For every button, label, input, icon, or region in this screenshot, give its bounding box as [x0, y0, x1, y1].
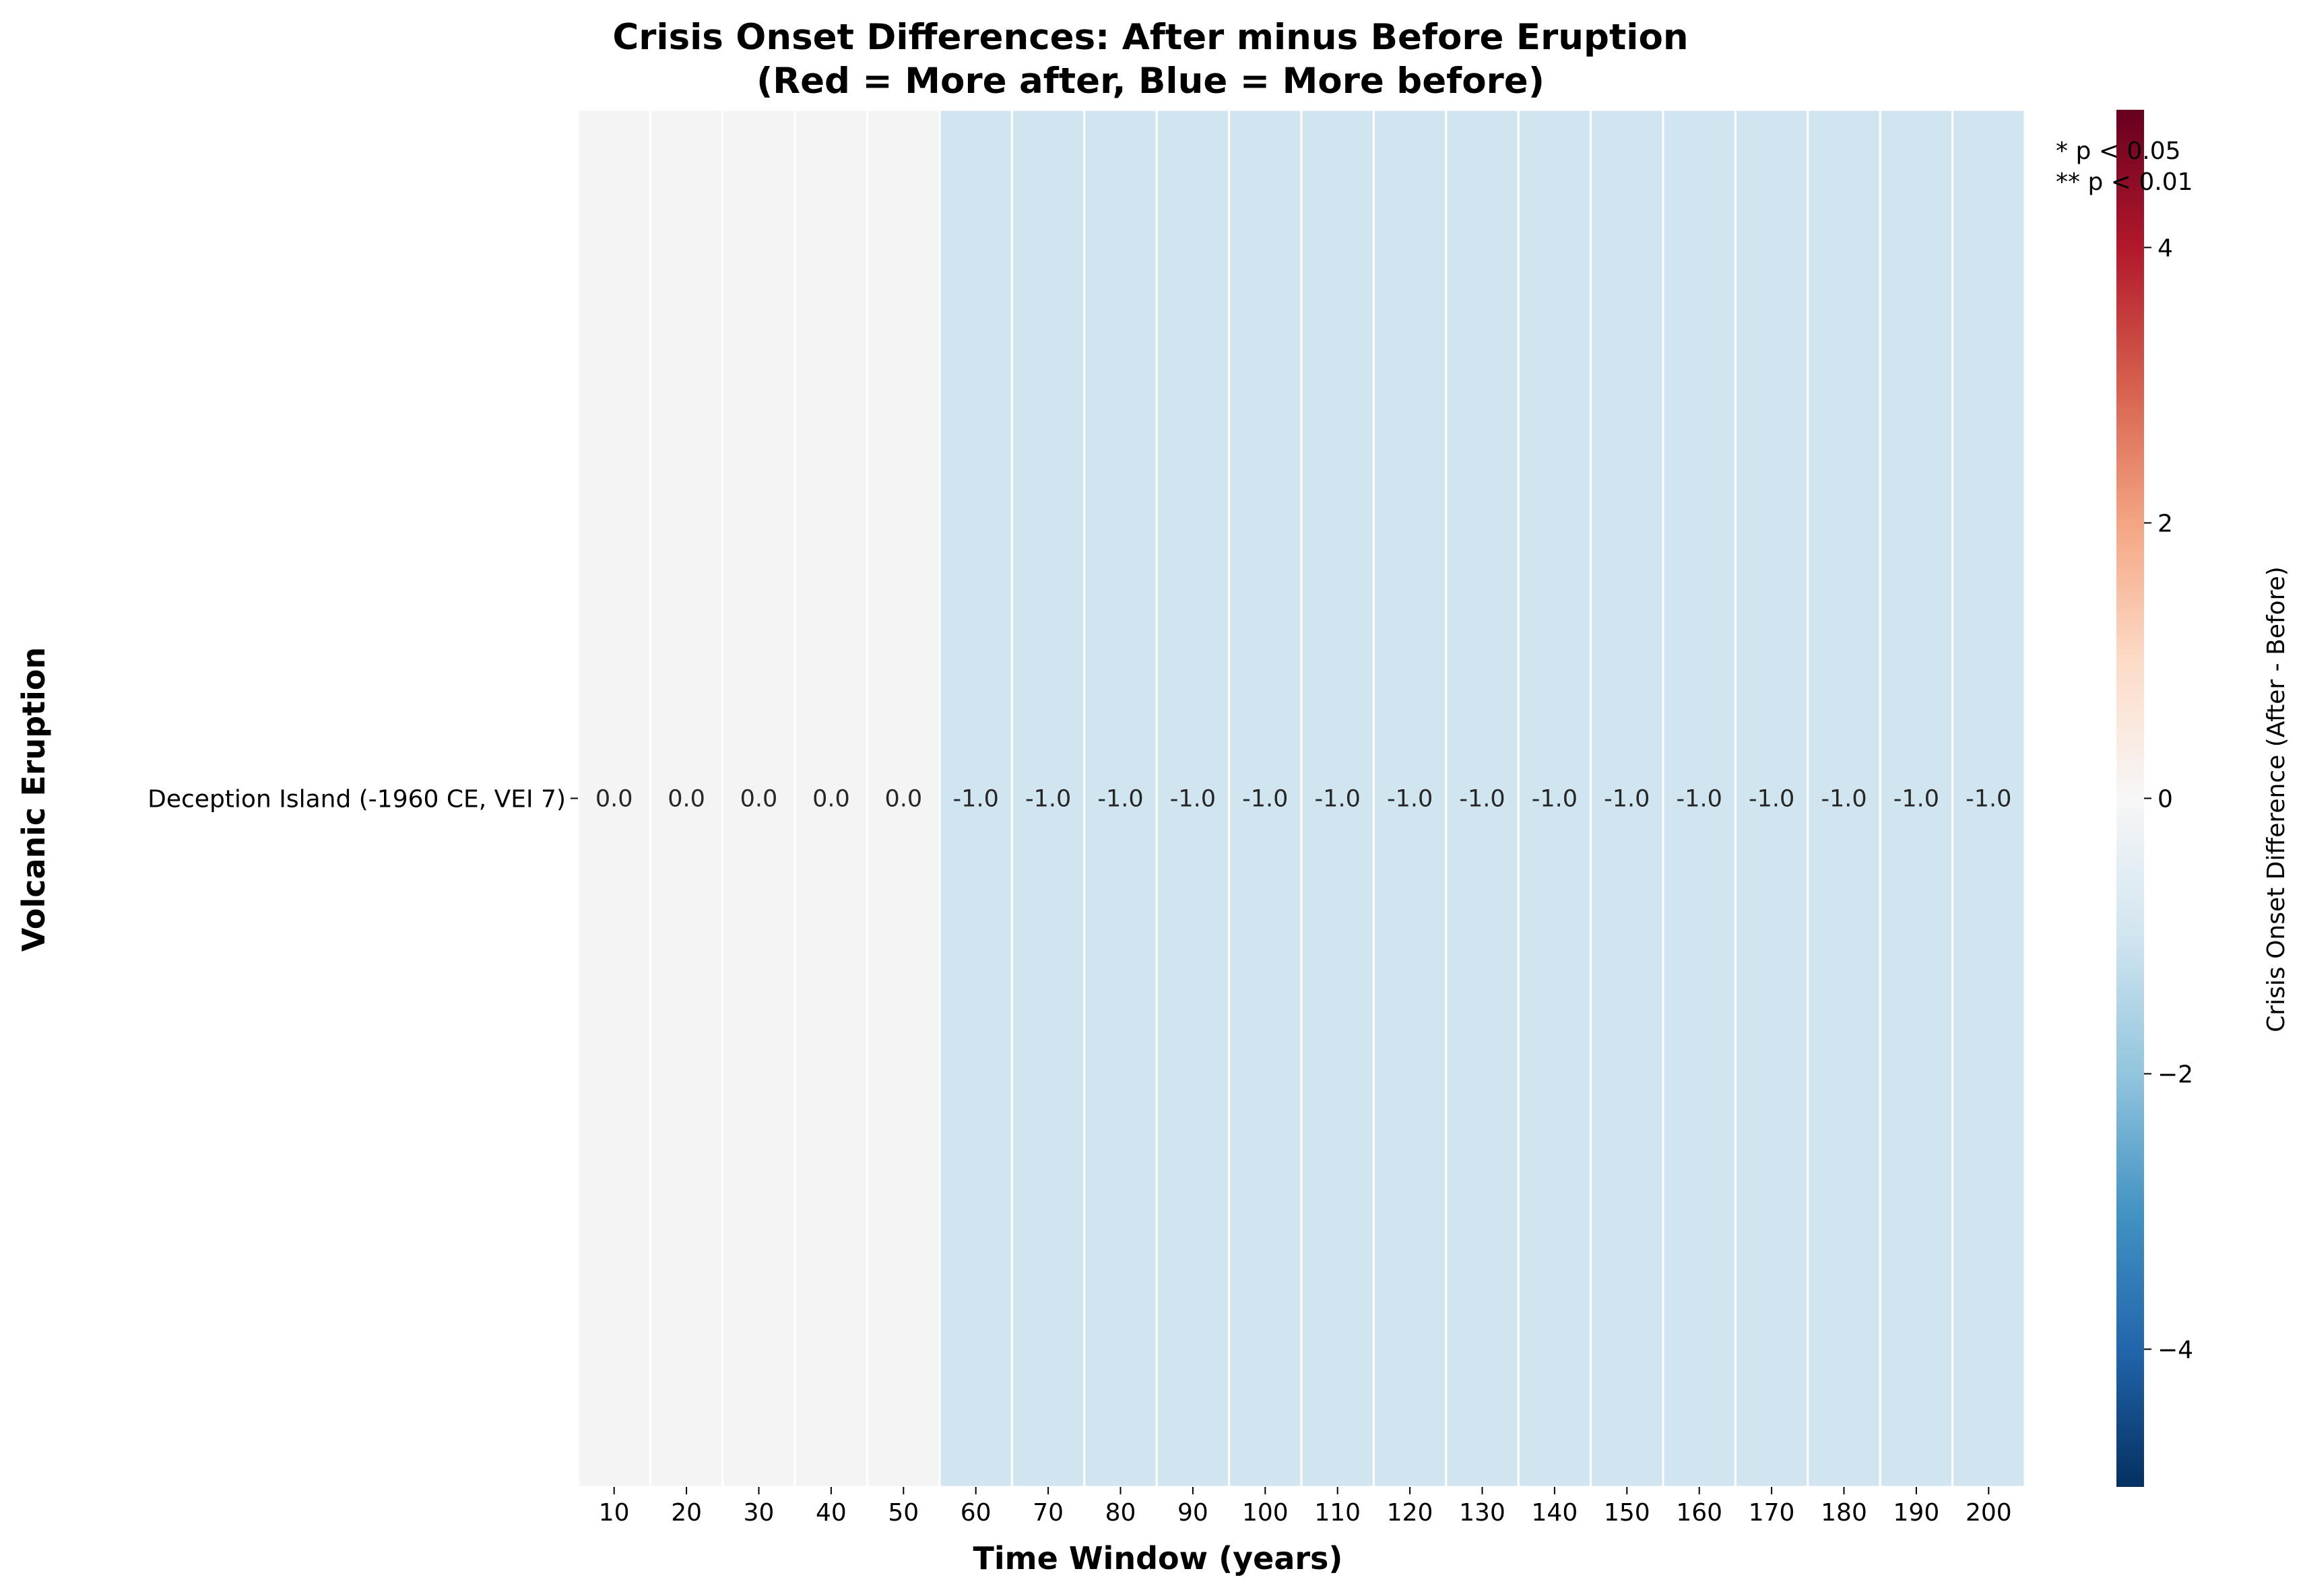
x-tick-label: 40 — [816, 1499, 847, 1527]
chart-title-line-1: Crisis Onset Differences: After minus Be… — [612, 17, 1688, 58]
heatmap-cell — [1372, 108, 1448, 1488]
x-axis-label: Time Window (years) — [973, 1540, 1343, 1576]
x-tick-label: 190 — [1893, 1499, 1940, 1527]
heatmap-cell — [577, 108, 651, 1488]
cell-value-label: -1.0 — [1532, 786, 1578, 813]
y-axis-ticks: Deception Island (-1960 CE, VEI 7) — [148, 786, 578, 813]
x-tick-label: 20 — [671, 1499, 702, 1527]
heatmap-cells — [577, 108, 2026, 1488]
cell-value-label: -1.0 — [1966, 786, 2011, 813]
heatmap-cell — [1083, 108, 1158, 1488]
x-tick-label: 160 — [1676, 1499, 1722, 1527]
x-tick-label: 70 — [1033, 1499, 1064, 1527]
heatmap-cell — [1951, 108, 2026, 1488]
cell-value-label: -1.0 — [953, 786, 999, 813]
heatmap-cell-labels: 0.0 0.0 0.0 0.0 0.0 -1.0 -1.0 -1.0 -1.0 -1.0 -1.0-… — [595, 786, 2012, 813]
colorbar-label: Crisis Onset Difference (After - Before) — [2263, 566, 2290, 1032]
x-tick-label: 130 — [1459, 1499, 1505, 1527]
x-tick-label: 50 — [888, 1499, 919, 1527]
colorbar-tick-label: −4 — [2158, 1337, 2193, 1364]
x-tick-label: 80 — [1105, 1499, 1136, 1527]
cell-value-label: -1.0 — [1242, 786, 1288, 813]
cell-value-label: -1.0 — [1025, 786, 1071, 813]
heatmap-cell — [1662, 108, 1737, 1488]
cell-value-label: -1.0 — [1821, 786, 1867, 813]
x-tick-label: 60 — [961, 1499, 992, 1527]
cell-value-label: -1.0 — [1387, 786, 1433, 813]
heatmap-cell — [1734, 108, 1809, 1488]
cell-value-label: -1.0 — [1749, 786, 1794, 813]
y-tick-label: Deception Island (-1960 CE, VEI 7) — [148, 786, 566, 813]
x-tick-label: 30 — [744, 1499, 775, 1527]
significance-note-1: * p < 0.05 — [2056, 137, 2181, 165]
x-tick-label: 10 — [599, 1499, 630, 1527]
cell-value-label: -1.0 — [1893, 786, 1939, 813]
heatmap-cell — [1807, 108, 1881, 1488]
y-axis-label: Volcanic Eruption — [15, 647, 52, 952]
heatmap-cell — [938, 108, 1013, 1488]
cell-value-label: -1.0 — [1604, 786, 1650, 813]
cell-value-label: -1.0 — [1677, 786, 1722, 813]
x-axis-ticks: 10 20 30 40 50 60 70 80 90 100 110 120 130 140 150 160 1… — [599, 1487, 2012, 1527]
x-tick-label: 90 — [1177, 1499, 1208, 1527]
colorbar-tick-label: 2 — [2158, 510, 2173, 538]
heatmap-cell — [649, 108, 724, 1488]
x-tick-label: 150 — [1604, 1499, 1650, 1527]
colorbar — [2116, 110, 2144, 1487]
heatmap-cell — [721, 108, 796, 1488]
cell-value-label: 0.0 — [595, 786, 633, 813]
colorbar-tick-label: −2 — [2158, 1061, 2193, 1089]
colorbar-tick-label: 0 — [2158, 786, 2173, 813]
x-tick-label: 120 — [1387, 1499, 1433, 1527]
heatmap-cell — [1517, 108, 1592, 1488]
x-tick-label: 100 — [1242, 1499, 1289, 1527]
heatmap-cell — [1879, 108, 1954, 1488]
significance-note-2: ** p < 0.01 — [2056, 168, 2193, 196]
cell-value-label: 0.0 — [668, 786, 705, 813]
heatmap-cell — [793, 108, 869, 1488]
chart-title-line-2: (Red = More after, Blue = More before) — [756, 61, 1545, 102]
colorbar-tick-label: 4 — [2158, 235, 2173, 263]
cell-value-label: 0.0 — [740, 786, 778, 813]
x-tick-label: 180 — [1821, 1499, 1867, 1527]
cell-value-label: -1.0 — [1097, 786, 1143, 813]
cell-value-label: 0.0 — [812, 786, 850, 813]
x-tick-label: 170 — [1749, 1499, 1795, 1527]
cell-value-label: -1.0 — [1459, 786, 1505, 813]
cell-value-label: 0.0 — [884, 786, 922, 813]
x-tick-label: 140 — [1532, 1499, 1578, 1527]
colorbar-ticks: −4 −2 0 2 4 — [2144, 235, 2193, 1364]
cell-value-label: -1.0 — [1315, 786, 1361, 813]
x-tick-label: 110 — [1314, 1499, 1361, 1527]
x-tick-label: 200 — [1966, 1499, 2012, 1527]
cell-value-label: -1.0 — [1170, 786, 1216, 813]
heatmap-cell — [1228, 108, 1303, 1488]
